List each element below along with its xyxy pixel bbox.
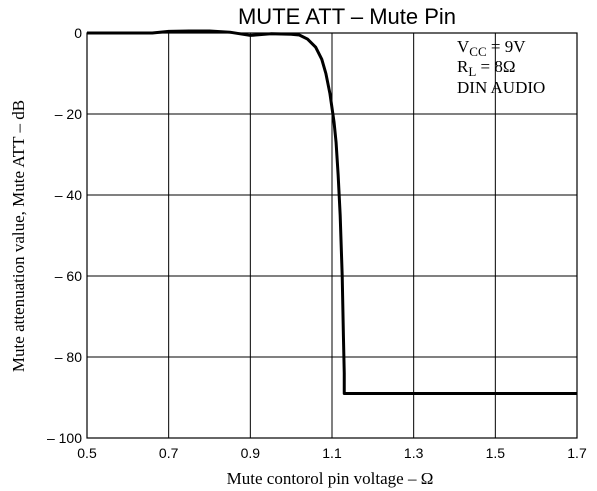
y-tick-labels: 0 – 20 – 40 – 60 – 80 – 100 — [47, 25, 82, 446]
attenuation-curve — [87, 29, 577, 395]
y-axis-label: Mute attenuation value, Mute ATT – dB — [9, 100, 28, 372]
y-tick-label: – 40 — [55, 187, 82, 203]
x-tick-label: 0.7 — [159, 445, 179, 461]
rl-note: RL = 8Ω — [457, 57, 516, 79]
y-tick-label: 0 — [74, 25, 82, 41]
y-tick-label: – 20 — [55, 106, 82, 122]
y-tick-label: – 60 — [55, 268, 82, 284]
x-tick-label: 1.7 — [567, 445, 587, 461]
x-tick-label: 0.9 — [241, 445, 261, 461]
x-tick-label: 1.5 — [486, 445, 506, 461]
source-note: DIN AUDIO — [457, 78, 545, 97]
plot-frame — [86, 32, 578, 439]
x-tick-label: 1.1 — [322, 445, 342, 461]
y-tick-label: – 100 — [47, 430, 82, 446]
vcc-note: VCC = 9V — [457, 37, 526, 59]
condition-note: VCC = 9V RL = 8Ω DIN AUDIO — [457, 37, 545, 97]
x-tick-label: 1.3 — [404, 445, 424, 461]
chart-title: MUTE ATT – Mute Pin — [238, 4, 456, 29]
x-tick-label: 0.5 — [77, 445, 97, 461]
x-tick-labels: 0.5 0.7 0.9 1.1 1.3 1.5 1.7 — [77, 445, 587, 461]
x-axis-label: Mute contorol pin voltage – Ω — [227, 469, 434, 488]
y-tick-label: – 80 — [55, 349, 82, 365]
